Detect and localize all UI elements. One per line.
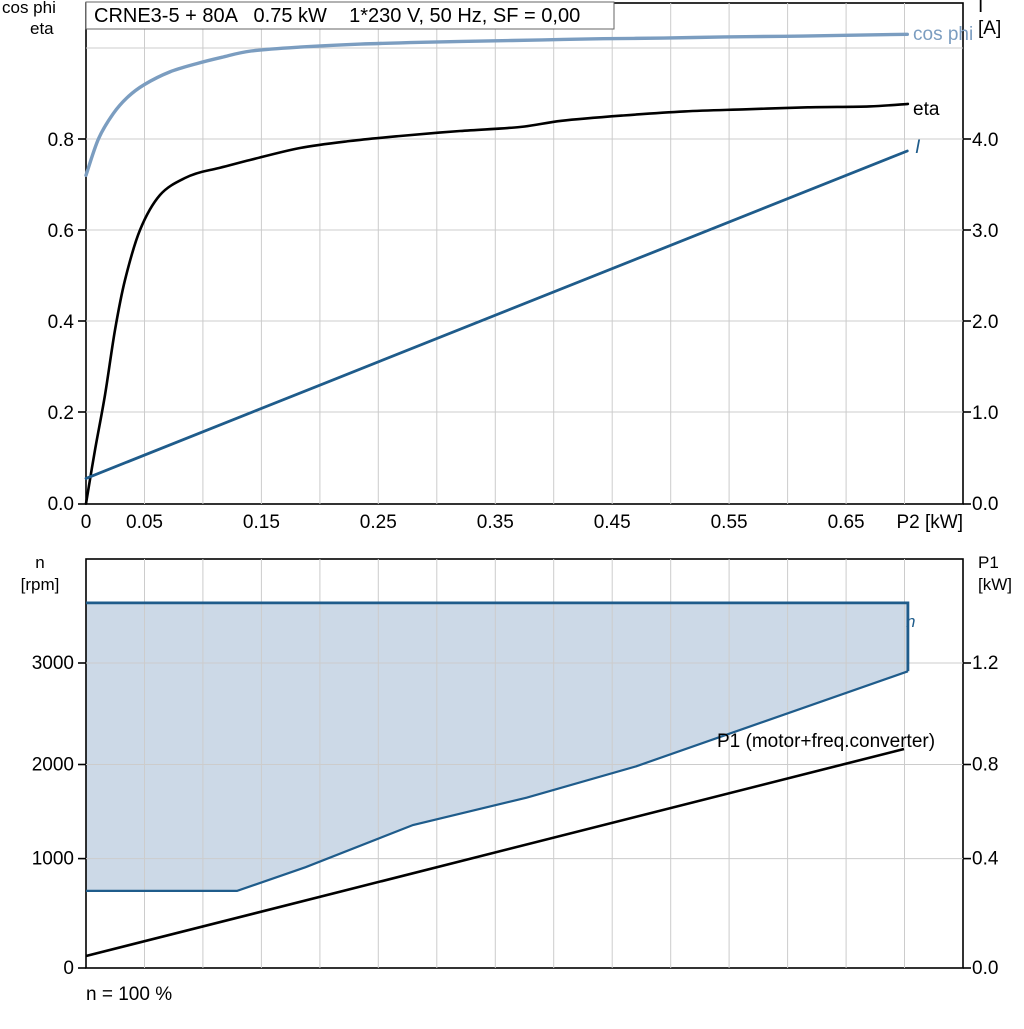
svg-text:eta: eta: [30, 19, 54, 38]
svg-text:4.0: 4.0: [972, 130, 998, 151]
svg-text:P2 [kW]: P2 [kW]: [896, 512, 963, 533]
svg-text:cos phi: cos phi: [2, 0, 56, 17]
svg-text:[kW]: [kW]: [978, 575, 1012, 594]
svg-text:0.25: 0.25: [360, 512, 397, 533]
svg-text:1.0: 1.0: [972, 403, 998, 424]
svg-text:CRNE3-5 + 80A 0.75 kW 1*2: CRNE3-5 + 80A 0.75 kW 1*230 V, 50 Hz, SF…: [94, 5, 580, 27]
svg-text:n = 100 %: n = 100 %: [86, 984, 172, 1005]
svg-text:n: n: [35, 553, 44, 572]
svg-text:0.0: 0.0: [972, 958, 998, 979]
svg-text:[A]: [A]: [978, 18, 1001, 39]
svg-text:0.35: 0.35: [477, 512, 514, 533]
svg-text:P1 (motor+freq.converter): P1 (motor+freq.converter): [717, 731, 935, 752]
svg-text:1000: 1000: [32, 849, 74, 870]
svg-text:I: I: [915, 137, 921, 158]
svg-text:P1: P1: [978, 553, 999, 572]
svg-text:0.05: 0.05: [126, 512, 163, 533]
svg-text:0.6: 0.6: [48, 221, 74, 242]
svg-text:0: 0: [63, 958, 74, 979]
svg-text:0.4: 0.4: [48, 312, 75, 333]
svg-text:n: n: [906, 612, 915, 631]
svg-text:0.0: 0.0: [48, 494, 74, 515]
svg-text:0: 0: [81, 512, 92, 533]
svg-text:0.8: 0.8: [972, 755, 998, 776]
svg-text:2.0: 2.0: [972, 312, 998, 333]
svg-text:0.15: 0.15: [243, 512, 280, 533]
svg-text:[rpm]: [rpm]: [21, 575, 60, 594]
svg-text:0.4: 0.4: [972, 849, 999, 870]
svg-text:eta: eta: [913, 99, 940, 120]
svg-text:0.8: 0.8: [48, 130, 74, 151]
svg-text:0.2: 0.2: [48, 403, 74, 424]
svg-text:0.0: 0.0: [972, 494, 998, 515]
svg-text:3000: 3000: [32, 653, 74, 674]
svg-text:2000: 2000: [32, 755, 74, 776]
svg-text:3.0: 3.0: [972, 221, 998, 242]
svg-text:I: I: [978, 0, 983, 17]
svg-text:1.2: 1.2: [972, 653, 998, 674]
svg-text:cos phi: cos phi: [913, 24, 973, 45]
svg-text:0.45: 0.45: [594, 512, 631, 533]
svg-text:0.65: 0.65: [828, 512, 865, 533]
svg-text:0.55: 0.55: [711, 512, 748, 533]
